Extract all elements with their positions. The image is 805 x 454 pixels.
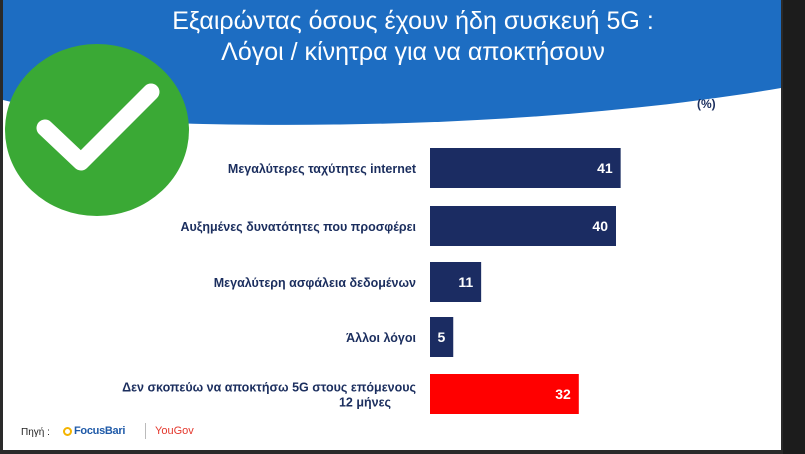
bar-chart: 41 Μεγαλύτερες ταχύτητες internet 40 Αυξημέ…	[122, 148, 621, 414]
category-label: Αυξημένες δυνατότητες που προσφέρει	[180, 220, 416, 234]
source-label: Πηγή :	[21, 427, 50, 438]
bar-value-label: 5	[437, 329, 445, 345]
scrollbar[interactable]	[783, 0, 805, 454]
focusbari-mark-icon	[63, 427, 72, 436]
bar	[430, 148, 621, 188]
bar	[430, 374, 579, 414]
category-label: Άλλοι λόγοι	[346, 331, 416, 345]
title-banner	[3, 0, 781, 125]
bar-value-label: 11	[458, 274, 473, 290]
focusbari-logo-text: FocusBari	[74, 425, 126, 437]
check-mark-icon	[5, 44, 189, 216]
bar	[430, 206, 616, 246]
bar	[430, 317, 454, 357]
chart-title-line-2: Λόγοι / κίνητρα για να αποκτήσουν	[221, 38, 605, 66]
bar-value-label: 40	[592, 218, 608, 234]
category-label: Μεγαλύτερες ταχύτητες internet	[228, 162, 417, 176]
category-label: Δεν σκοπεύω να αποκτήσω 5G στους επόμενο…	[122, 381, 416, 395]
slide: Εξαιρώντας όσους έχουν ήδη συσκευή 5G : …	[3, 0, 781, 450]
chart-title: Εξαιρώντας όσους έχουν ήδη συσκευή 5G : …	[63, 6, 763, 68]
source-divider	[145, 423, 146, 439]
bar	[430, 262, 482, 302]
bar-value-label: 41	[597, 160, 613, 176]
yougov-logo: YouGov	[155, 425, 194, 437]
bar-value-label: 32	[555, 386, 571, 402]
category-label: Μεγαλύτερη ασφάλεια δεδομένων	[214, 276, 416, 290]
unit-label: (%)	[697, 97, 716, 111]
category-label: 12 μήνες	[339, 396, 391, 410]
chart-title-line-1: Εξαιρώντας όσους έχουν ήδη συσκευή 5G :	[172, 7, 654, 35]
focusbari-logo: FocusBari	[63, 425, 125, 437]
